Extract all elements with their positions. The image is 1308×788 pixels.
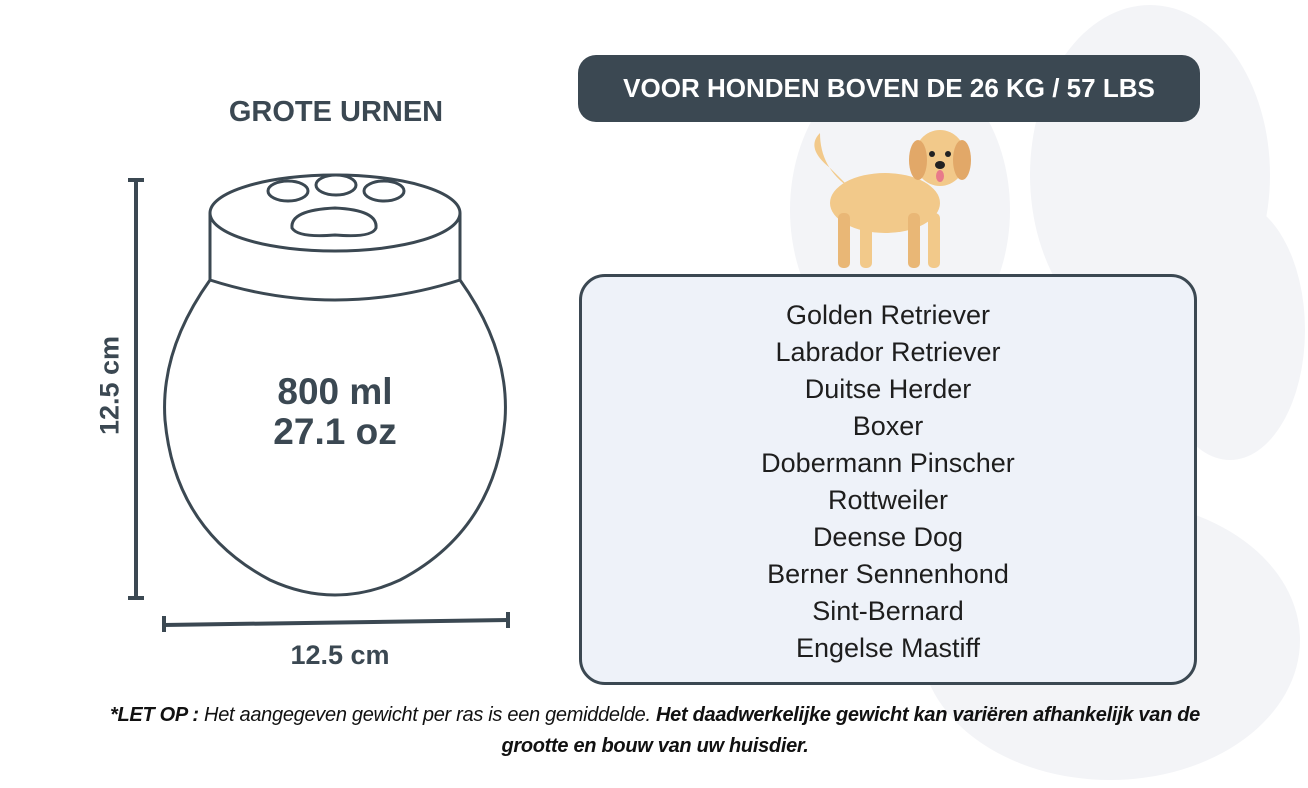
- list-item: Dobermann Pinscher: [761, 448, 1015, 478]
- list-item: Sint-Bernard: [812, 596, 964, 626]
- volume-oz: 27.1 oz: [273, 411, 397, 452]
- list-item: Engelse Mastiff: [795, 633, 981, 663]
- note-label: *LET OP :: [110, 704, 199, 726]
- height-dimension: 12.5 cm: [94, 335, 125, 436]
- list-item: Golden Retriever: [785, 300, 991, 330]
- dog-icon: [814, 130, 971, 268]
- list-item: Deense Dog: [812, 522, 964, 552]
- width-dimension: 12.5 cm: [290, 640, 390, 670]
- note-text: Het aangegeven gewicht per ras is een ge…: [198, 704, 657, 726]
- page-title: GROTE URNEN: [228, 96, 444, 128]
- breed-list: Golden Retriever Labrador Retriever Duit…: [579, 274, 1197, 685]
- list-item: Labrador Retriever: [775, 337, 1001, 367]
- urn-illustration-icon: [128, 173, 510, 632]
- list-item: Boxer: [852, 411, 924, 441]
- volume-ml: 800 ml: [277, 371, 393, 412]
- weight-banner: VOOR HONDEN BOVEN DE 26 KG / 57 LBS: [578, 55, 1200, 122]
- urn-volume: 800 ml 27.1 oz: [200, 372, 470, 452]
- list-item: Rottweiler: [827, 485, 949, 515]
- disclaimer-note: *LET OP : Het aangegeven gewicht per ras…: [90, 700, 1220, 762]
- note-bold: Het daadwerkelijke gewicht kan variëren …: [501, 704, 1200, 757]
- list-item: Duitse Herder: [804, 374, 972, 404]
- list-item: Berner Sennenhond: [767, 559, 1009, 589]
